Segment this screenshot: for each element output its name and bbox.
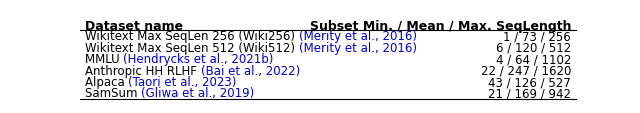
Text: (Hendrycks et al., 2021b): (Hendrycks et al., 2021b) [124,53,274,66]
Text: 22 / 247 / 1620: 22 / 247 / 1620 [481,64,571,77]
Text: (Bai et al., 2022): (Bai et al., 2022) [200,64,300,77]
Text: MMLU: MMLU [85,53,124,66]
Text: (Gliwa et al., 2019): (Gliwa et al., 2019) [141,87,255,100]
Text: Subset Min. / Mean / Max. SeqLength: Subset Min. / Mean / Max. SeqLength [310,20,571,33]
Text: (Merity et al., 2016): (Merity et al., 2016) [299,30,417,43]
Text: Dataset name: Dataset name [85,20,183,33]
Text: Wikitext Max SeqLen 256 (Wiki256): Wikitext Max SeqLen 256 (Wiki256) [85,30,299,43]
Text: 43 / 126 / 527: 43 / 126 / 527 [488,75,571,88]
Text: (Merity et al., 2016): (Merity et al., 2016) [299,41,417,54]
Text: Alpaca: Alpaca [85,75,129,88]
Text: 4 / 64 / 1102: 4 / 64 / 1102 [495,53,571,66]
Text: Anthropic HH RLHF: Anthropic HH RLHF [85,64,200,77]
Text: 21 / 169 / 942: 21 / 169 / 942 [488,87,571,100]
Text: 6 / 120 / 512: 6 / 120 / 512 [496,41,571,54]
Text: 1 / 73 / 256: 1 / 73 / 256 [503,30,571,43]
Text: Wikitext Max SeqLen 512 (Wiki512): Wikitext Max SeqLen 512 (Wiki512) [85,41,299,54]
Text: SamSum: SamSum [85,87,141,100]
Text: (Taori et al., 2023): (Taori et al., 2023) [129,75,237,88]
